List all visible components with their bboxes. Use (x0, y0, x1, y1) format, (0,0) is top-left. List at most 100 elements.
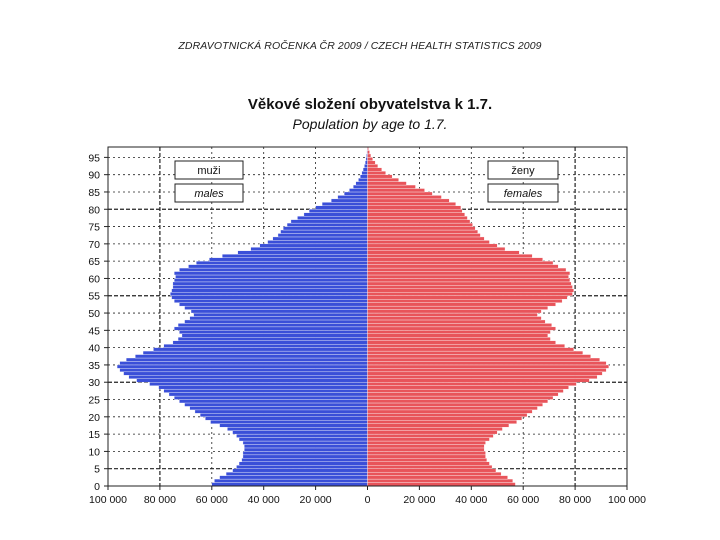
female-bar-age-90 (367, 171, 386, 175)
y-tick-label: 95 (88, 152, 100, 164)
female-bar-age-55 (367, 292, 573, 296)
female-bar-age-17 (367, 423, 510, 428)
female-bar-age-0 (367, 482, 516, 487)
male-bar-age-20 (199, 413, 368, 417)
male-bar-age-48 (189, 316, 368, 321)
female-bar-age-68 (367, 247, 506, 251)
male-bar-age-79 (308, 209, 368, 213)
male-bar-age-31 (128, 375, 368, 379)
female-bar-age-63 (367, 264, 559, 269)
male-bar-age-27 (163, 388, 368, 393)
male-bar-age-44 (179, 330, 368, 334)
female-bar-age-76 (367, 219, 471, 224)
male-bar-age-72 (277, 233, 368, 238)
female-bar-age-19 (367, 416, 523, 421)
female-bar-age-77 (367, 216, 468, 220)
female-bar-age-24 (367, 399, 549, 404)
male-bar-age-39 (153, 347, 368, 352)
x-tick-label: 20 000 (300, 494, 332, 506)
male-bar-age-10 (244, 447, 368, 452)
y-tick-label: 50 (88, 308, 100, 320)
male-bar-age-17 (219, 423, 368, 428)
male-bar-age-94 (365, 157, 368, 162)
label-females: females (504, 188, 543, 200)
label-males: males (194, 188, 224, 200)
male-bar-age-81 (321, 202, 368, 206)
male-bar-age-8 (242, 454, 368, 459)
male-bar-age-2 (219, 475, 368, 480)
male-bar-age-38 (142, 350, 368, 355)
female-bar-age-67 (367, 250, 520, 255)
male-bar-age-63 (188, 264, 368, 269)
female-bar-age-4 (367, 468, 497, 473)
female-bar-age-97 (367, 146, 369, 151)
female-bar-age-95 (367, 153, 372, 158)
female-bar-age-58 (367, 281, 572, 286)
female-bar-age-71 (367, 236, 485, 241)
y-tick-label: 75 (88, 222, 100, 234)
x-tick-label: 100 000 (89, 494, 127, 506)
female-bar-age-30 (367, 378, 590, 383)
male-bar-age-7 (241, 458, 368, 462)
female-bar-age-27 (367, 388, 564, 393)
female-bar-age-15 (367, 430, 498, 435)
male-bar-age-78 (303, 212, 368, 217)
y-tick-label: 60 (88, 273, 100, 285)
male-bar-age-12 (242, 440, 368, 445)
female-bar-age-31 (367, 375, 598, 379)
y-tick-label: 5 (94, 464, 100, 476)
male-bar-age-77 (297, 216, 368, 220)
male-bar-age-1 (214, 478, 368, 483)
male-bar-age-89 (360, 174, 368, 179)
male-bar-age-84 (343, 191, 368, 196)
female-bar-age-96 (367, 150, 370, 155)
report-header: ZDRAVOTNICKÁ ROČENKA ČR 2009 / CZECH HEA… (178, 40, 542, 52)
female-bar-age-87 (367, 181, 407, 186)
male-bar-age-82 (330, 198, 368, 203)
female-bar-age-8 (367, 454, 486, 459)
x-tick-label: 40 000 (248, 494, 280, 506)
female-bar-age-12 (367, 440, 486, 445)
male-bar-age-26 (168, 392, 368, 397)
male-bar-age-33 (119, 368, 368, 373)
female-bar-age-60 (367, 274, 569, 279)
male-bar-age-43 (181, 333, 368, 338)
male-bar-age-74 (282, 226, 368, 231)
female-bar-age-86 (367, 184, 416, 189)
label-muzi: muži (197, 165, 220, 177)
female-bar-age-14 (367, 433, 494, 438)
female-bar-age-91 (367, 167, 382, 172)
female-bar-age-21 (367, 409, 533, 414)
female-bar-age-5 (367, 465, 493, 469)
x-tick-label: 100 000 (608, 494, 646, 506)
male-bar-age-68 (250, 247, 368, 251)
male-bar-age-92 (364, 164, 368, 168)
female-bar-age-46 (367, 323, 552, 328)
female-bar-age-36 (367, 357, 600, 362)
female-bar-age-6 (367, 461, 490, 466)
female-bar-age-13 (367, 437, 490, 442)
female-bar-age-62 (367, 267, 567, 272)
female-bar-age-84 (367, 191, 433, 196)
female-bar-age-45 (367, 326, 556, 331)
female-bar-age-11 (367, 444, 485, 449)
female-bar-age-2 (367, 475, 508, 480)
male-bar-age-58 (172, 281, 368, 286)
male-bar-age-55 (170, 292, 368, 296)
female-bar-age-10 (367, 447, 485, 452)
chart-subtitle: Population by age to 1.7. (292, 116, 448, 132)
label-box-females (487, 183, 559, 203)
male-bar-age-3 (225, 471, 368, 476)
female-bar-age-28 (367, 385, 569, 390)
y-tick-label: 90 (88, 170, 100, 182)
female-bar-age-47 (367, 319, 546, 324)
female-bar-age-48 (367, 316, 542, 321)
male-bar-age-19 (205, 416, 368, 421)
male-bar-age-35 (119, 361, 368, 366)
y-tick-label: 30 (88, 377, 100, 389)
female-bar-age-82 (367, 198, 450, 203)
male-bar-age-62 (179, 267, 368, 272)
male-bar-age-25 (173, 395, 368, 400)
y-tick-label: 35 (88, 360, 100, 372)
